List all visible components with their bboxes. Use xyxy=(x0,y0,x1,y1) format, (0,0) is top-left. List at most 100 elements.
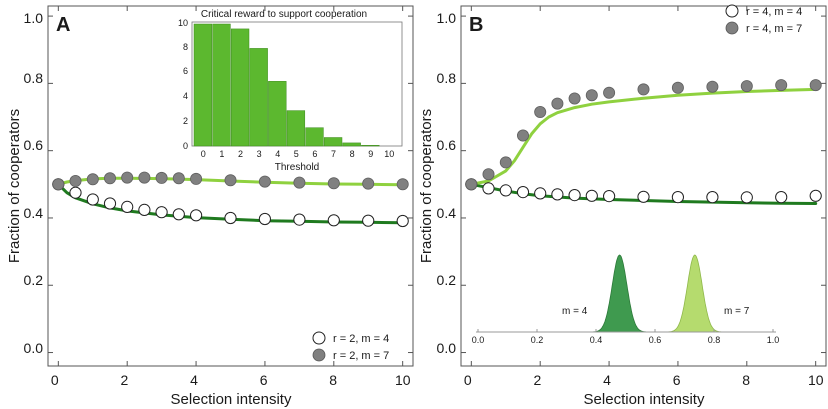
fit-curve-m7 xyxy=(469,87,818,186)
panel-b-x-tick-8: 8 xyxy=(742,372,750,388)
inset-y-tick-6: 6 xyxy=(183,66,188,76)
panel-b-x-tick-6: 6 xyxy=(673,372,681,388)
filled-point-14 xyxy=(396,178,409,191)
inset-y-tick-8: 8 xyxy=(183,42,188,52)
panel-b-legend: r = 4, m = 4 r = 4, m = 7 xyxy=(725,4,802,35)
panel-a-tick-marks xyxy=(48,6,413,366)
panel-b-tick-marks xyxy=(461,6,826,366)
legend-a-open-marker xyxy=(312,331,326,345)
inset-dist-tick-3: 0.6 xyxy=(649,335,662,345)
open-point-3 xyxy=(516,186,530,199)
filled-point-3 xyxy=(104,172,117,185)
panel-a-y-tick-3: 0.6 xyxy=(24,137,44,153)
filled-point-14 xyxy=(809,79,822,92)
open-point-11 xyxy=(706,191,719,204)
open-point-1 xyxy=(482,182,495,195)
inset-bar-2 xyxy=(230,28,250,147)
inset-bar-5 xyxy=(286,110,306,147)
filled-point-6 xyxy=(568,92,581,105)
panel-b-x-tick-2: 2 xyxy=(534,372,542,388)
inset-x-tick-10: 10 xyxy=(384,149,394,159)
panel-a-label: A xyxy=(56,14,70,36)
panel-b: B 0 2 4 6 8 10 0.0 0.2 0.4 0.6 0.8 1.0 S… xyxy=(418,4,827,408)
panel-a-x-tick-labels: 0 2 4 6 8 10 xyxy=(51,372,411,388)
inset-y-tick-10: 10 xyxy=(178,18,188,28)
filled-point-4 xyxy=(534,106,547,119)
panel-a-y-tick-2: 0.4 xyxy=(24,205,44,221)
open-point-5 xyxy=(551,188,564,201)
filled-point-2 xyxy=(86,173,99,186)
inset-x-tick-4: 4 xyxy=(275,149,280,159)
panel-a-y-axis-label: Fraction of cooperators xyxy=(6,109,23,263)
legend-b-filled-marker xyxy=(725,21,739,35)
filled-point-9 xyxy=(224,174,237,187)
inset-dist-tick-1: 0.2 xyxy=(531,335,544,345)
filled-point-4 xyxy=(121,171,134,184)
panel-b-x-tick-labels: 0 2 4 6 8 10 xyxy=(464,372,824,388)
inset-dist-tick-4: 0.8 xyxy=(708,335,721,345)
filled-point-5 xyxy=(138,171,151,184)
open-point-9 xyxy=(224,211,237,225)
panel-b-inset: 0.0 0.2 0.4 0.6 0.8 1.0 m = 4 m = 7 xyxy=(472,254,780,345)
inset-bar-title: Critical reward to support cooperation xyxy=(201,9,367,20)
inset-dist-tick-marks xyxy=(477,329,774,332)
panel-a-x-axis-label: Selection intensity xyxy=(171,391,292,408)
open-point-6 xyxy=(568,189,581,202)
legend-b-series-1: r = 4, m = 4 xyxy=(746,6,802,18)
filled-point-10 xyxy=(258,175,271,188)
panel-a-x-tick-8: 8 xyxy=(329,372,337,388)
panel-a-y-tick-labels: 0.0 0.2 0.4 0.6 0.8 1.0 xyxy=(24,10,44,356)
open-point-7 xyxy=(585,189,598,202)
inset-y-tick-2: 2 xyxy=(183,116,188,126)
filled-point-7 xyxy=(172,172,185,185)
panel-b-y-tick-3: 0.6 xyxy=(437,137,457,153)
inset-dist-tick-2: 0.4 xyxy=(590,335,603,345)
inset-distribution-m4 xyxy=(590,254,650,333)
open-point-14 xyxy=(809,189,822,202)
inset-x-tick-8: 8 xyxy=(350,149,355,159)
panel-a-frame xyxy=(47,5,414,367)
panel-a-x-tick-10: 10 xyxy=(395,372,411,388)
filled-point-11 xyxy=(706,80,719,93)
open-point-2 xyxy=(86,193,99,206)
inset-x-tick-6: 6 xyxy=(312,149,317,159)
inset-x-tick-5: 5 xyxy=(294,149,299,159)
inset-x-tick-1: 1 xyxy=(219,149,224,159)
filled-point-0 xyxy=(465,178,478,191)
filled-point-13 xyxy=(775,79,788,92)
open-point-7 xyxy=(172,208,185,221)
inset-x-tick-3: 3 xyxy=(257,149,262,159)
panel-b-x-tick-10: 10 xyxy=(808,372,824,388)
panel-a-x-tick-4: 4 xyxy=(190,372,198,388)
panel-b-data-points xyxy=(465,79,822,204)
inset-dist-tick-5: 1.0 xyxy=(767,335,780,345)
filled-point-8 xyxy=(190,172,203,185)
inset-bar-7 xyxy=(323,137,343,147)
panel-a-y-tick-1: 0.2 xyxy=(24,272,44,288)
inset-bar-6 xyxy=(305,127,324,147)
inset-bar-1 xyxy=(212,23,231,147)
inset-bar-8 xyxy=(342,142,361,147)
filled-point-12 xyxy=(327,177,340,190)
inset-x-tick-9: 9 xyxy=(368,149,373,159)
panel-b-y-tick-5: 1.0 xyxy=(437,10,457,26)
open-point-1 xyxy=(69,186,82,199)
legend-a-filled-marker xyxy=(312,348,326,362)
panel-b-x-tick-4: 4 xyxy=(603,372,611,388)
panel-a-y-tick-0: 0.0 xyxy=(24,340,44,356)
panel-a-x-tick-0: 0 xyxy=(51,372,59,388)
inset-bars xyxy=(193,23,380,147)
legend-a-series-1: r = 2, m = 4 xyxy=(333,333,389,345)
open-point-4 xyxy=(534,187,547,200)
inset-distribution-m7 xyxy=(665,254,725,333)
panel-b-x-axis-label: Selection intensity xyxy=(584,391,705,408)
open-point-12 xyxy=(327,214,340,227)
inset-bar-4 xyxy=(268,81,287,147)
panel-a: A 0 2 4 6 8 10 0.0 0.2 0.4 0.6 0.8 1.0 S… xyxy=(6,5,414,408)
filled-point-11 xyxy=(293,176,306,189)
legend-b-open-marker xyxy=(725,4,739,18)
inset-dist-label-m7: m = 7 xyxy=(724,306,750,317)
inset-bar-3 xyxy=(249,48,268,147)
